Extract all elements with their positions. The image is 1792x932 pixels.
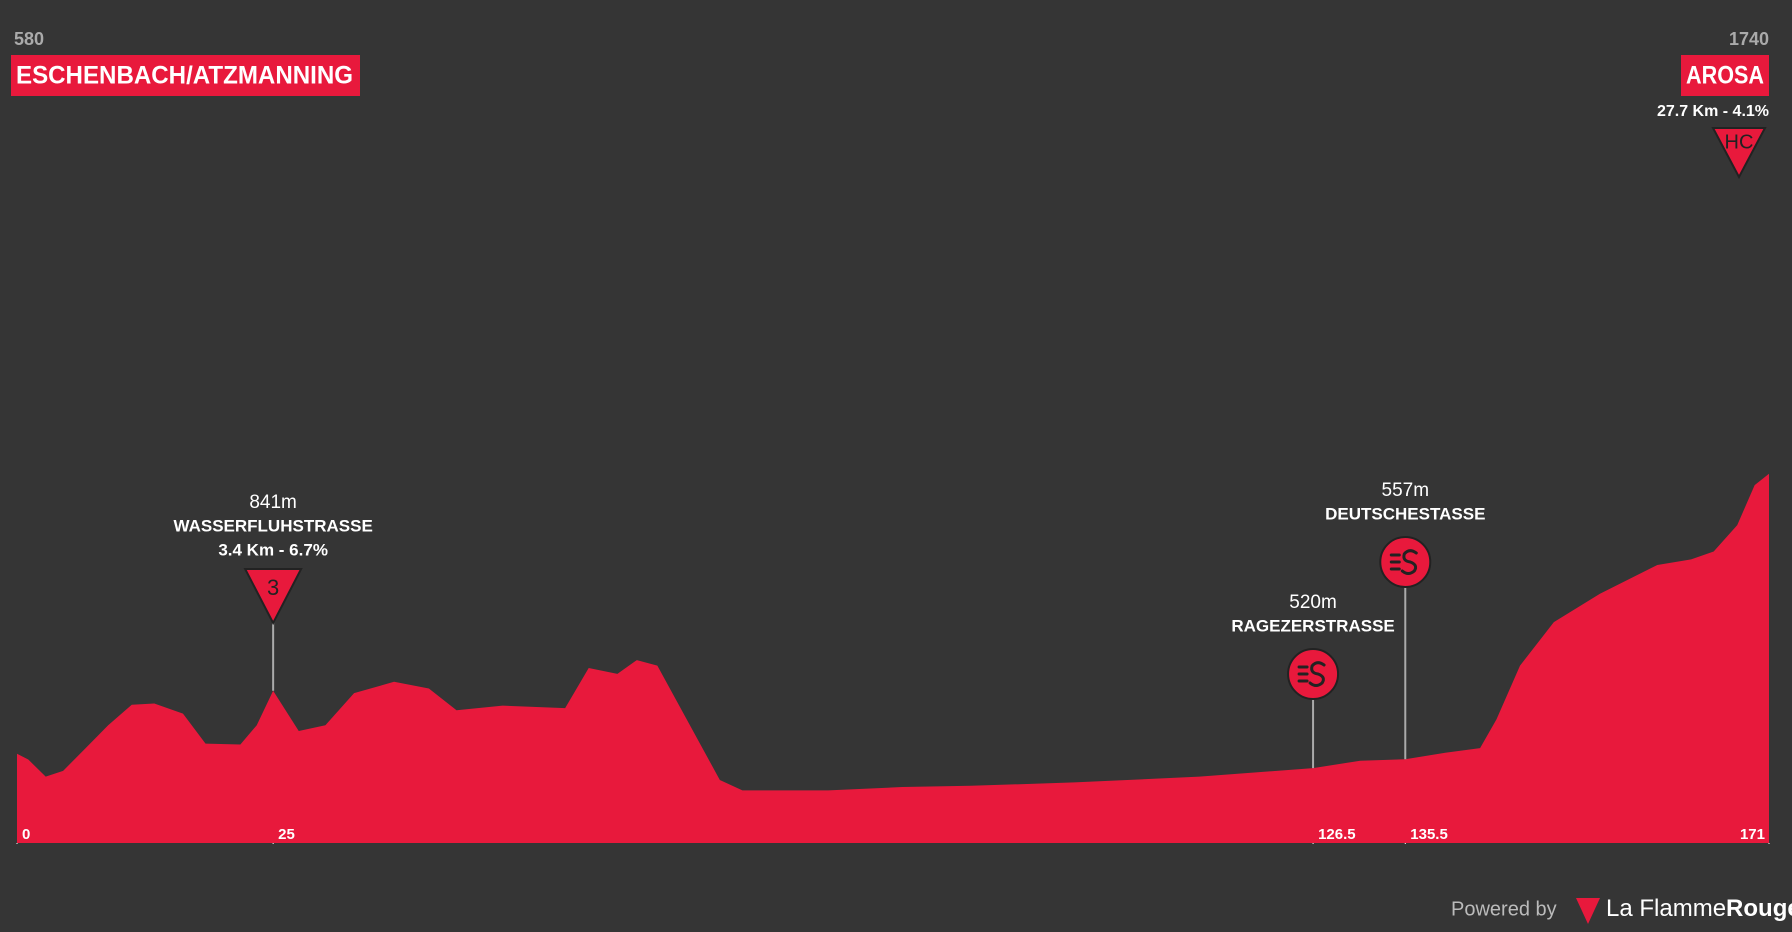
sprint-icon	[1287, 648, 1340, 700]
sprint-name: DEUTSCHESTASSE	[1325, 504, 1485, 523]
sprint-icon	[1379, 536, 1432, 588]
sprint-s	[1400, 549, 1418, 575]
x-tick-label: 126.5	[1318, 826, 1356, 843]
sprint-altitude: 520m	[1289, 592, 1337, 613]
climb-altitude: 841m	[249, 492, 297, 513]
climb-category: 3	[267, 575, 279, 600]
brand: La FlammeRouge	[1606, 895, 1792, 922]
finish-category: HC	[1725, 131, 1754, 153]
finish-altitude: 1740	[1729, 29, 1769, 49]
category-triangle	[243, 568, 303, 626]
x-tick-label: 0	[22, 826, 30, 843]
sprint-name: RAGEZERSTRASSE	[1231, 616, 1394, 635]
finish-badge	[1681, 55, 1769, 96]
x-tick-label: 25	[278, 826, 295, 843]
sprint-altitude: 557m	[1382, 480, 1430, 501]
climb-detail: 3.4 Km - 6.7%	[218, 540, 328, 559]
sprint-symbol	[1297, 661, 1326, 687]
start-name: ESCHENBACH/ATZMANNING	[16, 62, 353, 90]
x-tick-label: 135.5	[1410, 826, 1448, 843]
start-altitude: 580	[14, 29, 44, 49]
x-tick-label: 171	[1740, 826, 1765, 843]
powered-by: Powered by	[1451, 898, 1557, 920]
brand-light: La Flamme	[1606, 895, 1726, 922]
footer: Powered by La FlammeRouge	[1451, 895, 1792, 924]
profile-area	[17, 473, 1769, 843]
start-badge	[11, 55, 360, 96]
logo	[1576, 898, 1600, 924]
sprint-symbol	[1389, 549, 1418, 575]
climb-name: WASSERFLUHSTRASSE	[173, 516, 372, 535]
sprint-s	[1308, 661, 1326, 687]
finish-name: AROSA	[1686, 62, 1764, 90]
finish-climb: 27.7 Km - 4.1%	[1657, 103, 1769, 120]
category-triangle	[1711, 127, 1767, 180]
brand-bold: Rouge	[1726, 895, 1792, 922]
